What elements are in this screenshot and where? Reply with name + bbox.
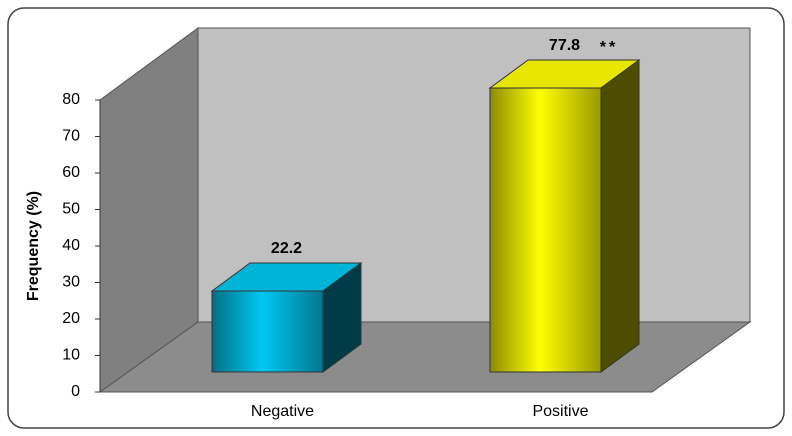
y-tick-label: 10 <box>62 347 80 364</box>
y-tick-label: 60 <box>62 164 80 181</box>
y-tick-label: 0 <box>71 383 80 400</box>
bar-side <box>322 261 362 373</box>
y-tick-label: 20 <box>62 310 80 327</box>
y-tick-label: 40 <box>62 237 80 254</box>
y-tick-label: 80 <box>62 91 80 108</box>
y-tick-label: 70 <box>62 128 80 145</box>
y-tick-label: 50 <box>62 201 80 218</box>
value-label: 77.8 <box>549 37 580 54</box>
y-tick-label: 30 <box>62 274 80 291</box>
y-axis-label: Frequency (%) <box>25 191 42 301</box>
x-tick-label: Positive <box>532 403 588 420</box>
value-label: 22.2 <box>271 240 302 257</box>
annotation: ** <box>600 39 618 56</box>
bar-side <box>600 59 640 373</box>
bar-front <box>489 87 602 373</box>
bar-front <box>211 290 324 373</box>
x-tick-label: Negative <box>251 403 314 420</box>
floor <box>98 321 752 393</box>
